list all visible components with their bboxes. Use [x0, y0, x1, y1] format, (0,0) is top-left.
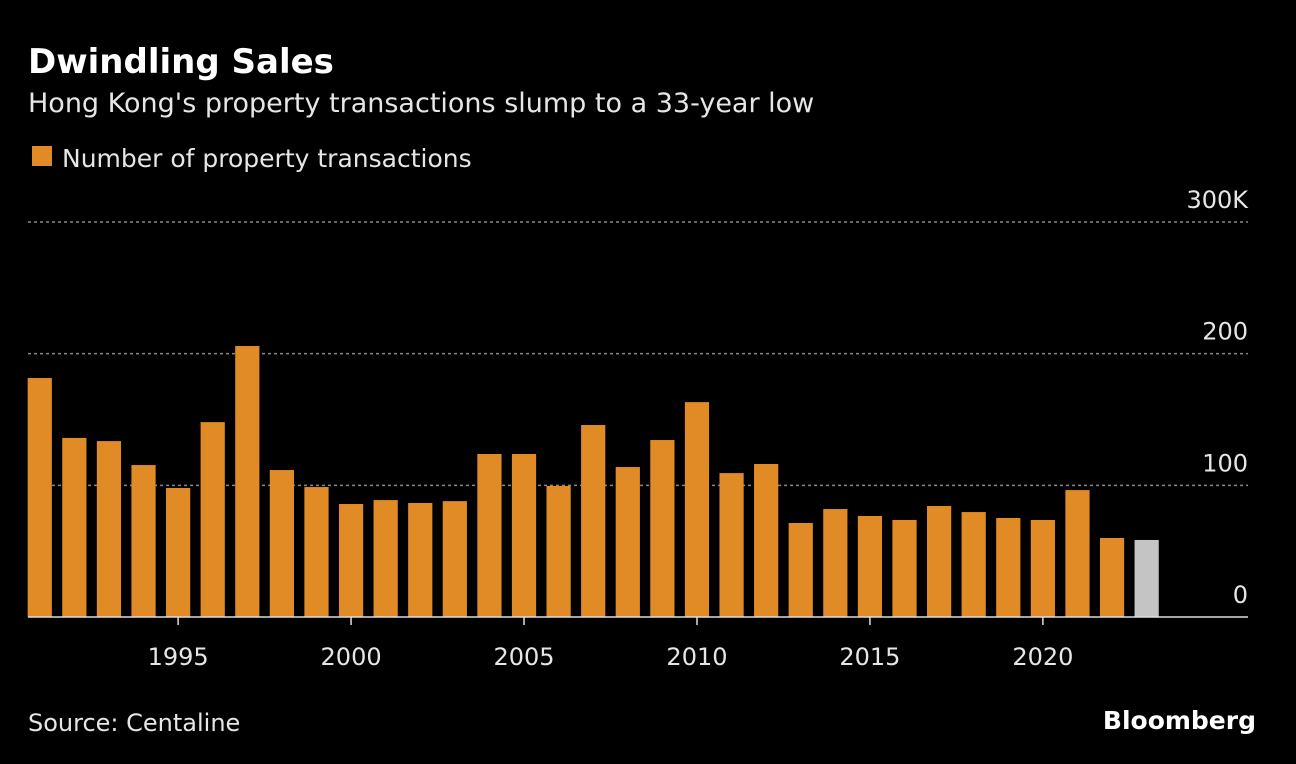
bar [408, 502, 433, 617]
legend-label: Number of property transactions [62, 144, 472, 173]
x-tick-label: 2010 [666, 643, 727, 671]
x-tick-label: 1995 [148, 643, 209, 671]
bar [650, 440, 675, 617]
bar [546, 485, 571, 617]
bar [1099, 538, 1125, 617]
y-tick-label: 200 [1202, 318, 1248, 346]
bar [442, 501, 467, 617]
bar [857, 516, 883, 617]
bar [996, 517, 1021, 617]
bar [511, 453, 537, 617]
source: Source: Centaline [28, 709, 240, 737]
x-tick-label: 2005 [493, 643, 554, 671]
y-tick-label: 100 [1202, 449, 1248, 477]
bar [1134, 539, 1159, 617]
bar [1030, 519, 1055, 617]
y-tick-label: 0 [1233, 581, 1248, 609]
brand: Bloomberg [1103, 706, 1256, 735]
bar [62, 437, 87, 617]
bar [373, 500, 398, 617]
bar [892, 519, 917, 617]
x-tick-label: 2015 [839, 643, 900, 671]
bar [269, 470, 294, 617]
bar [961, 512, 986, 617]
bar [96, 441, 122, 617]
bar [166, 487, 191, 617]
bar [719, 473, 744, 617]
legend-swatch [32, 146, 52, 166]
x-tick-label: 2020 [1012, 643, 1073, 671]
y-tick-label: 300K [1186, 186, 1249, 214]
bar [823, 509, 848, 617]
bar [477, 453, 502, 617]
bar [27, 378, 52, 617]
bar [131, 465, 156, 617]
bar [200, 422, 225, 617]
bar [788, 522, 813, 617]
chart-subtitle: Hong Kong's property transactions slump … [28, 88, 814, 119]
bar [304, 487, 329, 617]
bar [1065, 490, 1090, 617]
bar [338, 504, 364, 617]
bar [754, 464, 779, 617]
x-tick-label: 2000 [321, 643, 382, 671]
bar [927, 506, 952, 617]
chart-title: Dwindling Sales [28, 42, 334, 82]
bar [581, 425, 606, 617]
bar [235, 346, 260, 617]
bar [684, 402, 710, 617]
bar [615, 467, 640, 617]
